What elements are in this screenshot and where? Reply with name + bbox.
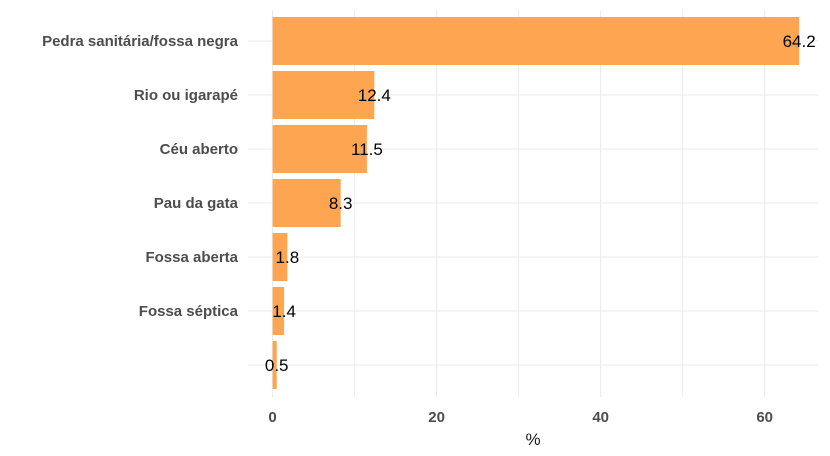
category-labels: Pedra sanitária/fossa negra Rio ou igarap… bbox=[42, 33, 239, 320]
category-label: Fossa séptica bbox=[139, 303, 239, 320]
bar-value-label: 8.3 bbox=[329, 194, 353, 213]
bar bbox=[272, 17, 800, 65]
bar-value-label: 11.5 bbox=[351, 140, 383, 159]
x-axis-title: % bbox=[525, 430, 540, 449]
bars bbox=[272, 17, 800, 389]
bar bbox=[272, 125, 367, 173]
bar-value-label: 0.5 bbox=[265, 356, 289, 375]
bar-value-label: 1.8 bbox=[276, 248, 300, 267]
x-tick-label: 60 bbox=[756, 409, 773, 426]
category-label: Pedra sanitária/fossa negra bbox=[42, 33, 239, 50]
category-label: Pau da gata bbox=[154, 195, 239, 212]
bar bbox=[272, 71, 375, 119]
bar-value-label: 64.2 bbox=[783, 32, 816, 51]
bar-value-label: 1.4 bbox=[272, 302, 296, 321]
category-label: Fossa aberta bbox=[145, 249, 238, 266]
bar-value-label: 12.4 bbox=[358, 86, 391, 105]
bar bbox=[272, 287, 285, 335]
gridlines bbox=[248, 10, 818, 397]
bar bbox=[272, 233, 288, 281]
bar bbox=[272, 179, 341, 227]
x-tick-label: 40 bbox=[592, 409, 609, 426]
x-tick-labels: 0 20 40 60 bbox=[268, 409, 773, 426]
category-label: Céu aberto bbox=[160, 141, 238, 158]
value-labels: 64.2 12.4 11.5 8.3 1.8 1.4 0.5 bbox=[265, 32, 816, 375]
x-tick-label: 20 bbox=[428, 409, 445, 426]
bar bbox=[272, 341, 277, 389]
category-label: Rio ou igarapé bbox=[134, 87, 238, 104]
x-tick-label: 0 bbox=[268, 409, 276, 426]
